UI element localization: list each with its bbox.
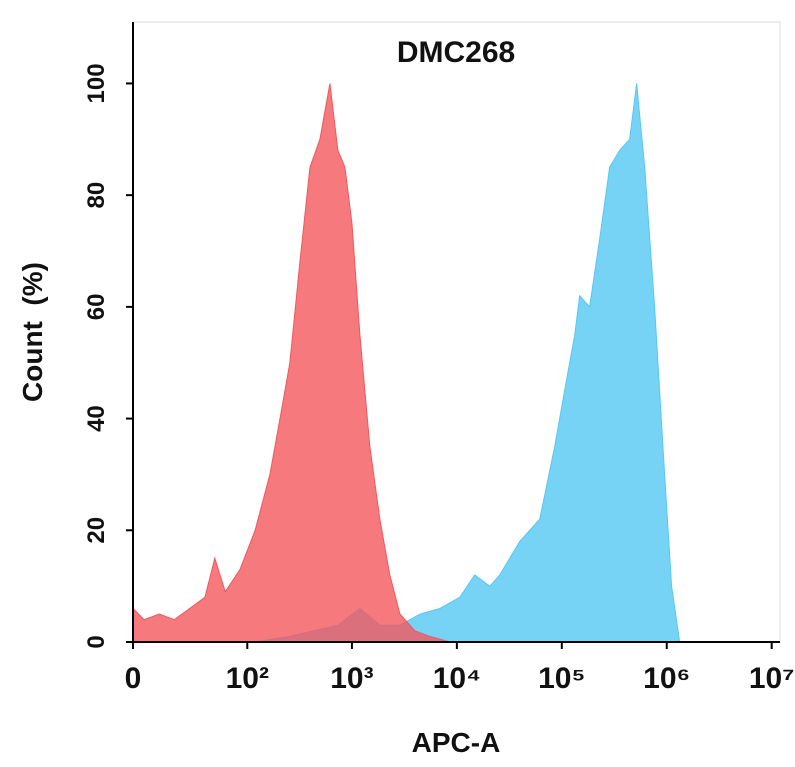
x-axis-label: APC-A [412, 727, 501, 758]
marks [132, 83, 681, 643]
x-tick-label: 10⁶ [643, 662, 690, 695]
y-tick-label: 40 [83, 405, 110, 432]
x-tick-label: 10⁴ [433, 662, 481, 695]
y-tick-label: 60 [83, 294, 110, 321]
chart-title: DMC268 [397, 36, 515, 69]
plot-area [132, 21, 781, 643]
x-tick-label: 10² [226, 662, 269, 695]
x-tick-label: 10³ [330, 662, 373, 695]
y-tick-label: 20 [83, 517, 110, 544]
x-tick-label: 0 [125, 662, 142, 695]
y-tick-label: 0 [83, 635, 110, 648]
y-axis-label: Count (%) [17, 262, 48, 402]
x-tick-label: 10⁷ [749, 662, 795, 695]
y-tick-label: 80 [83, 182, 110, 209]
x-tick-label: 10⁵ [538, 662, 585, 695]
histogram-area [132, 83, 450, 643]
y-tick-label: 100 [83, 63, 110, 103]
